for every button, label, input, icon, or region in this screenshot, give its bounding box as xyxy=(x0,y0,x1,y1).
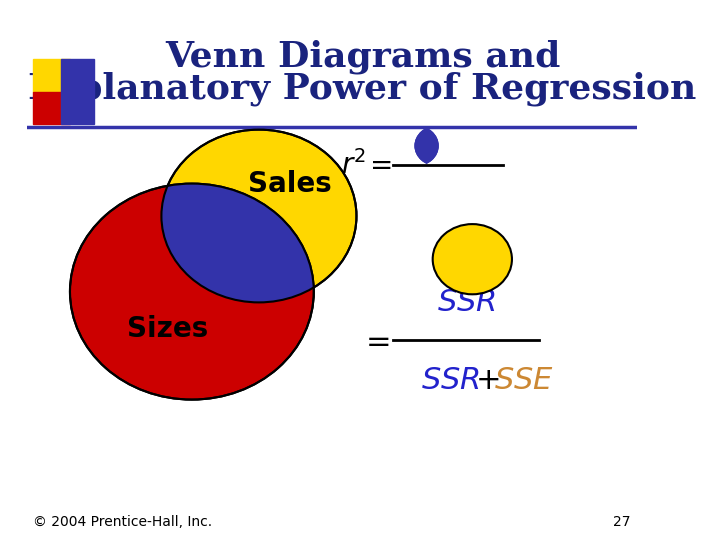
Circle shape xyxy=(392,125,438,166)
Text: $SSR$: $SSR$ xyxy=(421,365,480,396)
Bar xyxy=(33,59,70,92)
Text: Explanatory Power of Regression: Explanatory Power of Regression xyxy=(28,72,697,106)
Text: $r^2$: $r^2$ xyxy=(341,150,366,180)
Text: Sales: Sales xyxy=(248,170,331,198)
Bar xyxy=(33,92,70,124)
Text: Sizes: Sizes xyxy=(127,315,208,343)
Text: $SSR$: $SSR$ xyxy=(437,287,496,318)
Text: © 2004 Prentice-Hall, Inc.: © 2004 Prentice-Hall, Inc. xyxy=(33,515,212,529)
Circle shape xyxy=(415,125,461,166)
Circle shape xyxy=(161,130,356,302)
Text: 27: 27 xyxy=(613,515,631,529)
Text: $=$: $=$ xyxy=(364,151,392,178)
Text: Venn Diagrams and: Venn Diagrams and xyxy=(165,39,560,74)
Bar xyxy=(60,59,94,124)
Circle shape xyxy=(433,224,512,294)
Circle shape xyxy=(70,184,314,400)
Circle shape xyxy=(161,130,356,302)
Text: $SSE$: $SSE$ xyxy=(494,365,554,396)
Text: $=$: $=$ xyxy=(359,325,390,356)
Text: $+$: $+$ xyxy=(475,365,500,396)
